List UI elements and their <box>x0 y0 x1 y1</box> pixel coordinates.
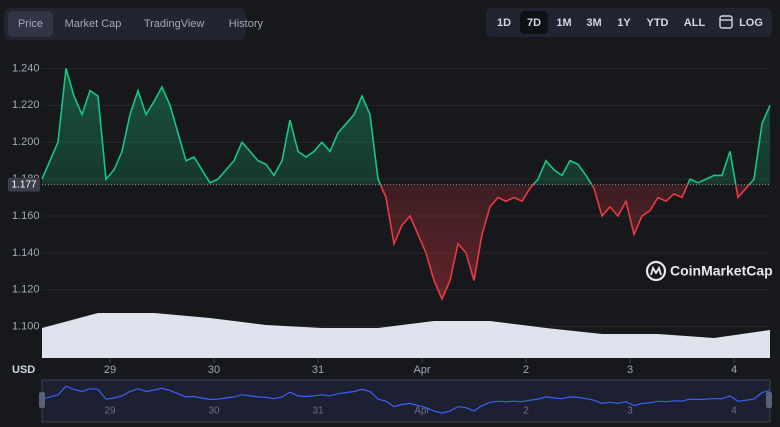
calendar-icon[interactable] <box>719 15 733 29</box>
baseline-tag <box>8 177 40 192</box>
baseline-label: 1.177 <box>11 179 36 190</box>
log-button[interactable]: LOG <box>739 17 763 29</box>
x-tick-label: 30 <box>208 364 220 376</box>
price-line-down <box>379 184 751 302</box>
navigator-tick-label: Apr <box>414 406 430 417</box>
tab-active <box>8 11 53 37</box>
navigator-tick-label: 30 <box>208 406 220 417</box>
x-tick-label: 29 <box>104 364 116 376</box>
watermark-logo <box>645 260 667 282</box>
watermark-logo <box>650 265 662 276</box>
tab[interactable]: Price <box>18 18 43 30</box>
range-group <box>486 8 772 37</box>
navigator-line <box>41 385 771 414</box>
navigator-tick-label: 3 <box>627 406 633 417</box>
x-tick-label: 3 <box>627 364 633 376</box>
x-tick-label: 31 <box>312 364 324 376</box>
volume-area <box>42 313 770 358</box>
y-axis-label: USD <box>12 364 35 376</box>
y-tick-label: 1.100 <box>12 321 40 333</box>
price-line-up <box>41 68 771 185</box>
y-tick-label: 1.160 <box>12 210 40 222</box>
price-area-down <box>42 184 770 299</box>
tab[interactable]: TradingView <box>144 18 205 30</box>
tab[interactable]: Market Cap <box>65 18 122 30</box>
navigator-handle[interactable] <box>39 392 45 408</box>
navigator-tick-label: 31 <box>312 406 324 417</box>
x-tick-label: 2 <box>523 364 529 376</box>
range-button[interactable]: 1D <box>497 17 511 29</box>
range-button[interactable]: 3M <box>586 17 601 29</box>
range-button[interactable]: 7D <box>527 17 541 29</box>
y-tick-label: 1.200 <box>12 136 40 148</box>
x-tick-label: Apr <box>413 364 430 376</box>
tab-group <box>4 8 246 40</box>
y-tick-label: 1.120 <box>12 284 40 296</box>
tab[interactable]: History <box>229 18 264 30</box>
navigator[interactable] <box>41 379 771 423</box>
range-button[interactable]: 1Y <box>617 17 631 29</box>
navigator-tick-label: 4 <box>731 406 737 417</box>
y-tick-label: 1.240 <box>12 62 40 74</box>
range-button[interactable]: ALL <box>684 17 706 29</box>
y-tick-label: 1.220 <box>12 99 40 111</box>
price-area-up <box>42 68 770 185</box>
watermark: CoinMarketCap <box>670 263 773 279</box>
navigator-handle[interactable] <box>766 392 772 408</box>
range-button[interactable]: YTD <box>647 17 669 29</box>
y-tick-label: 1.140 <box>12 247 40 259</box>
range-active <box>520 11 548 34</box>
navigator-tick-label: 2 <box>523 406 529 417</box>
range-button[interactable]: 1M <box>556 17 571 29</box>
navigator-tick-label: 29 <box>104 406 116 417</box>
x-tick-label: 4 <box>731 364 737 376</box>
